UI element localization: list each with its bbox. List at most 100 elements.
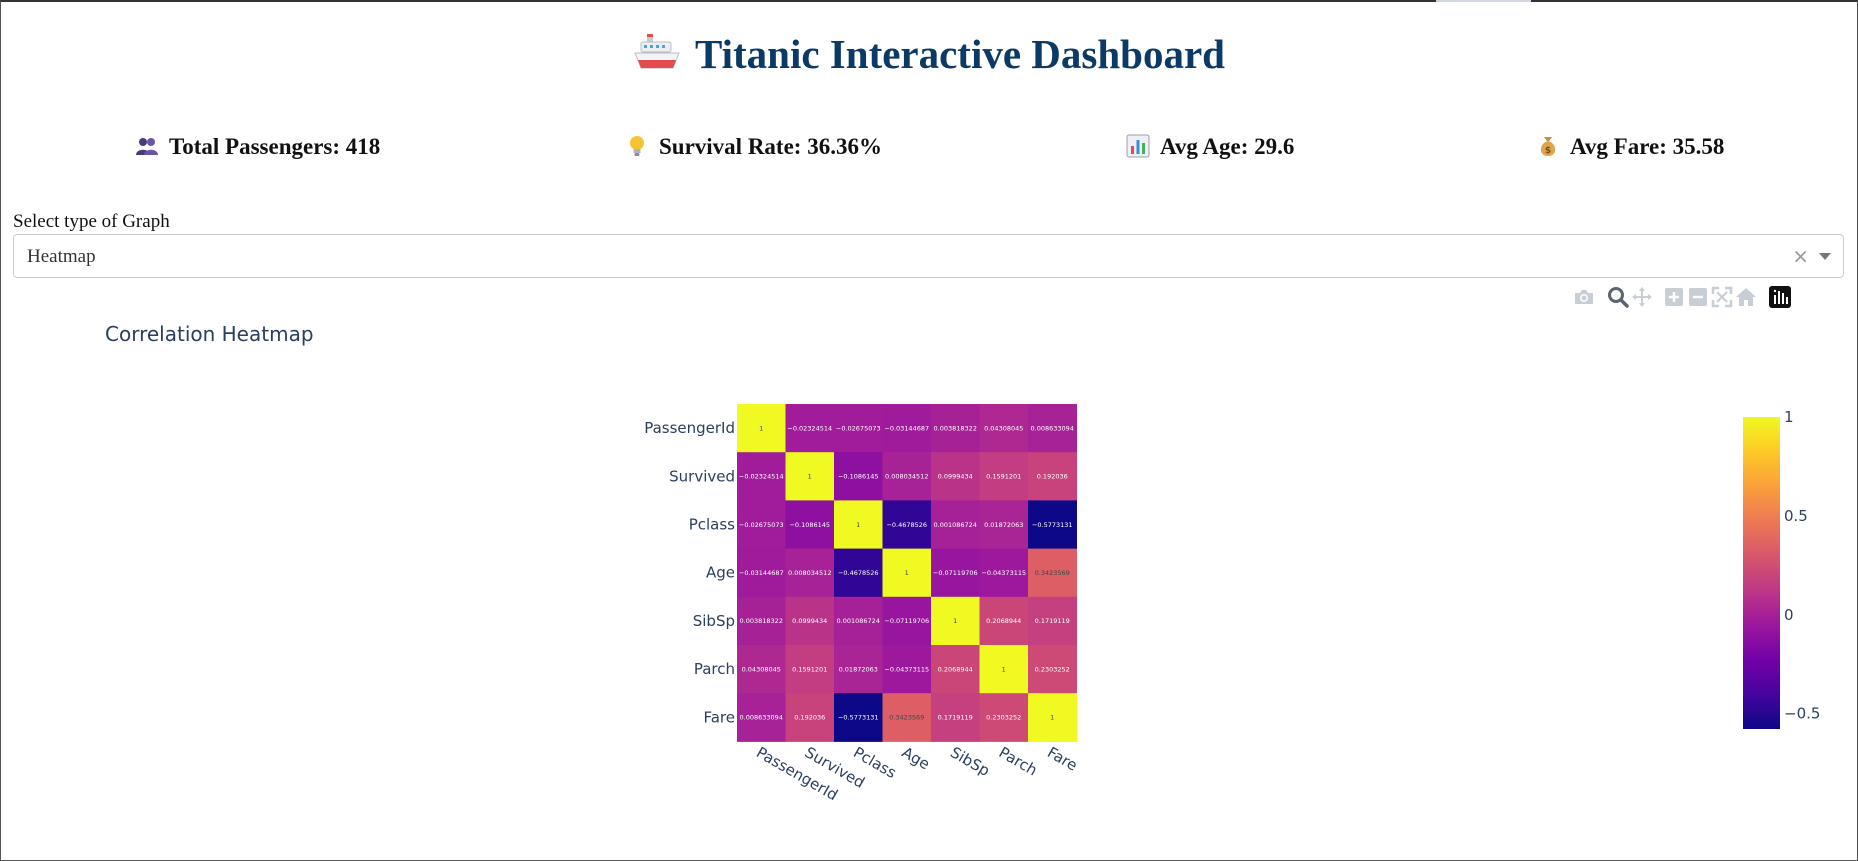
heatmap-cell[interactable]	[979, 596, 1029, 646]
heatmap-cell-label: 0.192036	[794, 714, 825, 722]
heatmap-cell[interactable]	[834, 645, 883, 694]
chevron-down-icon[interactable]	[1819, 253, 1831, 260]
zoom-in-icon[interactable]	[1662, 285, 1686, 309]
heatmap-cell[interactable]	[1028, 596, 1077, 646]
heatmap-cell[interactable]	[931, 500, 980, 550]
heatmap-cell[interactable]	[882, 548, 932, 598]
heatmap-cell[interactable]	[785, 452, 835, 501]
heatmap-cell-label: −0.5773131	[1032, 521, 1073, 529]
heatmap-cell-label: 0.0999434	[938, 473, 973, 481]
y-tick-label: Survived	[669, 467, 735, 485]
heatmap-cell[interactable]	[834, 693, 883, 742]
pan-icon[interactable]	[1630, 285, 1654, 309]
heatmap-cell[interactable]	[979, 404, 1029, 453]
heatmap-cell[interactable]	[737, 693, 786, 742]
heatmap-cell[interactable]	[1028, 452, 1077, 501]
heatmap-cell[interactable]	[737, 548, 786, 598]
heatmap-cell[interactable]	[931, 693, 980, 742]
heatmap-cell[interactable]	[882, 452, 932, 501]
heatmap-cell[interactable]	[931, 596, 980, 646]
svg-text:$: $	[1545, 146, 1551, 156]
heatmap-cell[interactable]	[882, 645, 932, 694]
heatmap-cell[interactable]	[931, 645, 980, 694]
colorbar-tick-label: −0.5	[1784, 705, 1820, 723]
heatmap-cell[interactable]	[785, 693, 835, 742]
heatmap-cell-label: −0.4678526	[838, 569, 879, 577]
heatmap-cell-label: −0.03144687	[739, 569, 784, 577]
y-tick-label: Pclass	[689, 516, 735, 534]
heatmap-cell[interactable]	[834, 500, 883, 550]
heatmap-cell[interactable]	[882, 500, 932, 550]
autoscale-icon[interactable]	[1710, 285, 1734, 309]
heatmap-cell[interactable]	[979, 500, 1029, 550]
heatmap-cell-label: 0.04308045	[984, 424, 1023, 432]
heatmap-cell[interactable]	[834, 452, 883, 501]
heatmap-cell[interactable]	[737, 500, 786, 550]
heatmap-cell[interactable]	[785, 404, 835, 453]
heatmap-cell[interactable]	[737, 452, 786, 501]
heatmap-cell-label: 0.1591201	[792, 665, 827, 673]
colorbar-tick-label: 0.5	[1784, 507, 1808, 525]
heatmap-cell[interactable]	[1028, 693, 1077, 742]
zoom-out-icon[interactable]	[1686, 285, 1710, 309]
graph-type-label: Select type of Graph	[13, 211, 170, 232]
heatmap-cell[interactable]	[737, 404, 786, 453]
heatmap-cell-label: −0.02675073	[739, 521, 784, 529]
heatmap-cell[interactable]	[931, 548, 980, 598]
heatmap-cell-label: −0.02324514	[787, 424, 832, 432]
heatmap-cell-label: 0.1719119	[938, 714, 973, 722]
heatmap-cell-label: −0.4678526	[886, 521, 927, 529]
heatmap-cell-label: 0.008034512	[885, 473, 928, 481]
heatmap-cell[interactable]	[882, 596, 932, 646]
heatmap-cell[interactable]	[979, 452, 1029, 501]
heatmap-cell-label: 1	[1050, 714, 1054, 722]
heatmap-cell[interactable]	[979, 693, 1029, 742]
heatmap-cell[interactable]	[882, 693, 932, 742]
heatmap-cell-label: 0.3423569	[1035, 569, 1070, 577]
heatmap-cell[interactable]	[979, 645, 1029, 694]
top-scroll-indicator	[1436, 0, 1531, 2]
heatmap-cell-label: 1	[808, 473, 812, 481]
money-bag-icon: $	[1536, 134, 1560, 158]
zoom-icon[interactable]	[1606, 285, 1630, 309]
y-tick-label: PassengerId	[644, 419, 735, 437]
heatmap-cell[interactable]	[931, 404, 980, 453]
heatmap-cell[interactable]	[785, 500, 835, 550]
heatmap-cell-label: 0.008034512	[788, 569, 831, 577]
reset-axes-icon[interactable]	[1734, 285, 1758, 309]
heatmap-cell-label: 0.001086724	[934, 521, 977, 529]
heatmap-cell[interactable]	[785, 596, 835, 646]
plotly-logo-icon[interactable]	[1768, 285, 1792, 309]
heatmap-cell-label: 0.2068944	[986, 617, 1021, 625]
heatmap-cell-label: 0.2068944	[938, 665, 973, 673]
bar-chart-icon	[1126, 134, 1150, 158]
people-icon	[135, 134, 159, 158]
heatmap-cell[interactable]	[1028, 404, 1077, 453]
heatmap-cell-label: 0.0999434	[792, 617, 827, 625]
heatmap-cell[interactable]	[834, 404, 883, 453]
clear-icon[interactable]: ×	[1792, 244, 1809, 268]
heatmap-cell[interactable]	[785, 645, 835, 694]
heatmap-cell[interactable]	[785, 548, 835, 598]
heatmap-cell[interactable]	[1028, 645, 1077, 694]
x-tick-label: Age	[899, 743, 933, 773]
y-tick-label: Age	[706, 564, 735, 582]
heatmap-cell[interactable]	[1028, 548, 1077, 598]
camera-icon[interactable]	[1572, 285, 1596, 309]
heatmap-cell[interactable]	[1028, 500, 1077, 550]
heatmap-cell[interactable]	[737, 596, 786, 646]
heatmap-cell[interactable]	[882, 404, 932, 453]
heatmap-cell[interactable]	[931, 452, 980, 501]
heatmap-cell[interactable]	[979, 548, 1029, 598]
graph-type-dropdown[interactable]: Heatmap ×	[13, 234, 1844, 278]
heatmap-cell-label: 0.3423569	[889, 714, 924, 722]
heatmap-cell[interactable]	[834, 548, 883, 598]
heatmap-cell-label: 0.1591201	[986, 473, 1021, 481]
y-tick-label: Fare	[703, 708, 735, 726]
heatmap-cell[interactable]	[737, 645, 786, 694]
heatmap-cell-label: 0.01872063	[839, 665, 878, 673]
heatmap-cell[interactable]	[834, 596, 883, 646]
heatmap-cell-label: −0.04373115	[981, 569, 1026, 577]
heatmap-cell-label: −0.03144687	[884, 424, 929, 432]
